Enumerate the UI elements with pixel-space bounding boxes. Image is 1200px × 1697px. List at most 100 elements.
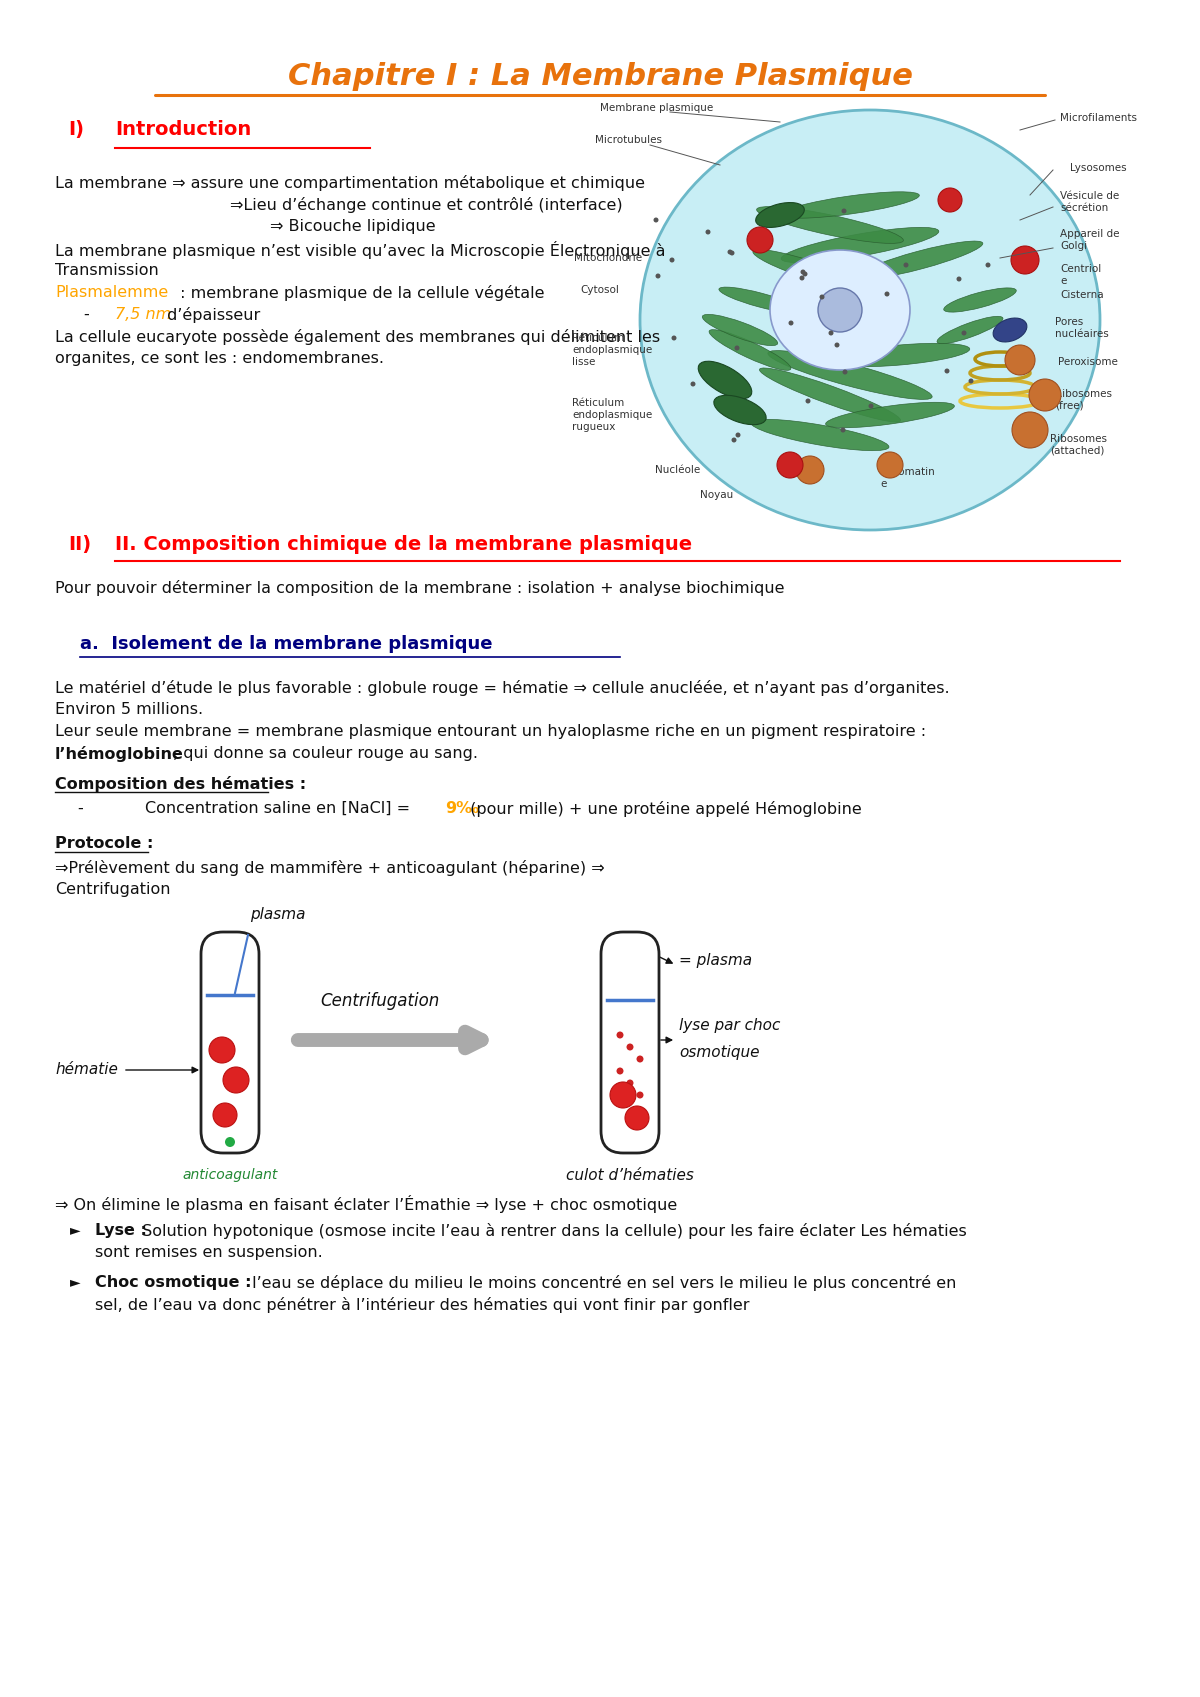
Text: Membrane plasmique: Membrane plasmique xyxy=(600,104,713,114)
Text: Appareil de
Golgi: Appareil de Golgi xyxy=(1060,229,1120,251)
Circle shape xyxy=(877,451,904,479)
Ellipse shape xyxy=(719,287,802,312)
Text: Ribosomes
(attached): Ribosomes (attached) xyxy=(1050,434,1108,456)
Circle shape xyxy=(625,1106,649,1130)
Text: 7,5 nm: 7,5 nm xyxy=(115,307,172,322)
Circle shape xyxy=(626,1044,634,1050)
Circle shape xyxy=(938,188,962,212)
Text: Pour pouvoir déterminer la composition de la membrane : isolation + analyse bioc: Pour pouvoir déterminer la composition d… xyxy=(55,580,785,596)
Text: Pores
nucléaires: Pores nucléaires xyxy=(1055,317,1109,339)
Text: Centrifugation: Centrifugation xyxy=(55,882,170,898)
Text: Introduction: Introduction xyxy=(115,120,251,139)
Text: Noyau: Noyau xyxy=(700,490,733,501)
Ellipse shape xyxy=(994,317,1027,341)
Circle shape xyxy=(727,249,732,255)
Circle shape xyxy=(1010,246,1039,273)
Ellipse shape xyxy=(640,110,1100,529)
Text: La membrane plasmique n’est visible qu’avec la Microscopie Électronique à: La membrane plasmique n’est visible qu’a… xyxy=(55,241,666,260)
Circle shape xyxy=(869,404,874,409)
Ellipse shape xyxy=(830,343,970,367)
Text: osmotique: osmotique xyxy=(679,1045,760,1061)
Text: Mitochondrie: Mitochondrie xyxy=(574,253,642,263)
Ellipse shape xyxy=(770,249,910,370)
Text: Réticulum
endoplasmique
lisse: Réticulum endoplasmique lisse xyxy=(572,333,653,367)
Ellipse shape xyxy=(702,314,778,346)
Text: hématie: hématie xyxy=(55,1062,118,1078)
Circle shape xyxy=(617,1067,624,1074)
Text: 9‰: 9‰ xyxy=(445,801,479,816)
Circle shape xyxy=(778,451,803,479)
Text: a.  Isolement de la membrane plasmique: a. Isolement de la membrane plasmique xyxy=(80,635,492,653)
Text: l’eau se déplace du milieu le moins concentré en sel vers le milieu le plus conc: l’eau se déplace du milieu le moins conc… xyxy=(247,1274,956,1291)
Circle shape xyxy=(840,428,846,433)
Text: Leur seule membrane = membrane plasmique entourant un hyaloplasme riche en un pi: Leur seule membrane = membrane plasmique… xyxy=(55,725,926,738)
Text: Centrifugation: Centrifugation xyxy=(320,993,439,1010)
Text: ⇒Lieu d’échange continue et contrôlé (interface): ⇒Lieu d’échange continue et contrôlé (in… xyxy=(230,197,623,214)
Circle shape xyxy=(788,321,793,326)
Text: Solution hypotonique (osmose incite l’eau à rentrer dans la cellule) pour les fa: Solution hypotonique (osmose incite l’ea… xyxy=(137,1224,967,1239)
Circle shape xyxy=(226,1137,235,1147)
Circle shape xyxy=(1006,344,1034,375)
Circle shape xyxy=(956,277,961,282)
Circle shape xyxy=(961,331,966,336)
Ellipse shape xyxy=(937,316,1003,344)
Text: Le matériel d’étude le plus favorable : globule rouge = hématie ⇒ cellule anuclé: Le matériel d’étude le plus favorable : … xyxy=(55,680,949,696)
Text: Vésicule de
sécrétion: Vésicule de sécrétion xyxy=(1060,192,1120,212)
Circle shape xyxy=(736,433,740,438)
Circle shape xyxy=(209,1037,235,1062)
Ellipse shape xyxy=(857,241,983,278)
Ellipse shape xyxy=(757,207,904,243)
Text: Réticulum
endoplasmique
rugueux: Réticulum endoplasmique rugueux xyxy=(572,399,653,431)
Circle shape xyxy=(732,438,737,443)
Circle shape xyxy=(799,275,804,280)
Text: Lysosomes: Lysosomes xyxy=(1070,163,1127,173)
Text: sont remises en suspension.: sont remises en suspension. xyxy=(95,1246,323,1259)
Circle shape xyxy=(985,263,990,268)
Text: Centriol
e: Centriol e xyxy=(1060,265,1102,285)
Circle shape xyxy=(818,288,862,333)
Circle shape xyxy=(968,378,973,384)
Text: -: - xyxy=(83,307,89,322)
Text: Microfilaments: Microfilaments xyxy=(1060,114,1138,122)
Text: ⇒Prélèvement du sang de mammifère + anticoagulant (héparine) ⇒: ⇒Prélèvement du sang de mammifère + anti… xyxy=(55,860,605,876)
Ellipse shape xyxy=(826,402,954,428)
Text: organites, ce sont les : endomembranes.: organites, ce sont les : endomembranes. xyxy=(55,351,384,367)
Text: Choc osmotique :: Choc osmotique : xyxy=(95,1274,252,1290)
Ellipse shape xyxy=(756,202,804,227)
Circle shape xyxy=(706,229,710,234)
FancyBboxPatch shape xyxy=(601,932,659,1152)
Text: plasma: plasma xyxy=(250,906,306,921)
Text: ⇒ On élimine le plasma en faisant éclater l’Émathie ⇒ lyse + choc osmotique: ⇒ On élimine le plasma en faisant éclate… xyxy=(55,1195,677,1213)
Circle shape xyxy=(803,272,808,277)
Circle shape xyxy=(746,227,773,253)
Circle shape xyxy=(636,1091,643,1098)
Circle shape xyxy=(734,346,739,351)
Circle shape xyxy=(223,1067,250,1093)
Text: Environ 5 millions.: Environ 5 millions. xyxy=(55,703,203,718)
Ellipse shape xyxy=(760,368,900,423)
Text: Concentration saline en [NaCl] =: Concentration saline en [NaCl] = xyxy=(145,801,415,816)
Text: lyse par choc: lyse par choc xyxy=(679,1018,780,1033)
Text: Nucléole: Nucléole xyxy=(655,465,701,475)
Circle shape xyxy=(1030,378,1061,411)
Text: Chromatin
e: Chromatin e xyxy=(880,467,935,489)
Circle shape xyxy=(636,1056,643,1062)
Ellipse shape xyxy=(698,361,751,399)
Text: Plasmalemme: Plasmalemme xyxy=(55,285,168,300)
Ellipse shape xyxy=(781,227,938,263)
Text: Peroxisome: Peroxisome xyxy=(1058,356,1118,367)
Text: sel, de l’eau va donc pénétrer à l’intérieur des hématies qui vont finir par gon: sel, de l’eau va donc pénétrer à l’intér… xyxy=(95,1297,750,1313)
Text: Chapitre I : La Membrane Plasmique: Chapitre I : La Membrane Plasmique xyxy=(288,63,912,92)
Text: La membrane ⇒ assure une compartimentation métabolique et chimique: La membrane ⇒ assure une compartimentati… xyxy=(55,175,646,192)
Circle shape xyxy=(730,251,734,256)
Ellipse shape xyxy=(768,351,932,399)
Ellipse shape xyxy=(751,419,889,451)
Text: l’hémoglobine: l’hémoglobine xyxy=(55,747,184,762)
Text: II. Composition chimique de la membrane plasmique: II. Composition chimique de la membrane … xyxy=(115,535,692,553)
Circle shape xyxy=(841,209,846,214)
Circle shape xyxy=(805,399,810,404)
FancyBboxPatch shape xyxy=(202,932,259,1152)
Circle shape xyxy=(626,1079,634,1086)
Text: culot d’hématies: culot d’hématies xyxy=(566,1168,694,1183)
Circle shape xyxy=(655,273,660,278)
